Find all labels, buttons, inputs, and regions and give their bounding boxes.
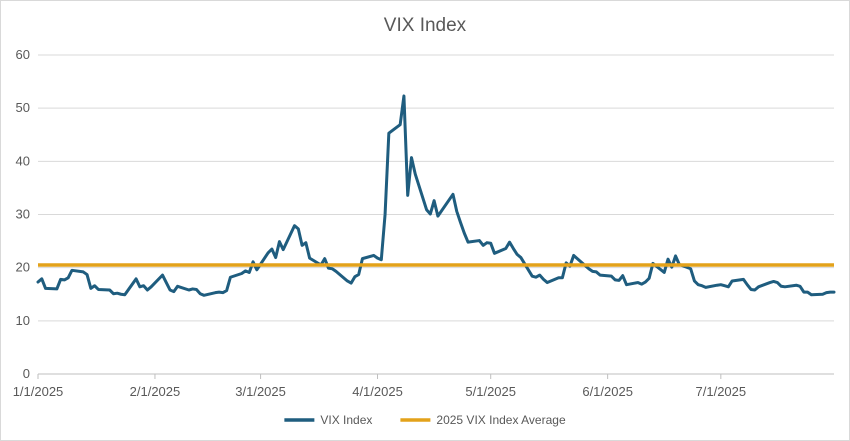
x-tick-label: 5/1/2025 [465,384,516,399]
legend-label: VIX Index [320,413,372,427]
y-tick-label: 60 [16,47,30,62]
legend-label: 2025 VIX Index Average [436,413,566,427]
x-tick-label: 2/1/2025 [130,384,181,399]
y-tick-label: 40 [16,153,30,168]
x-tick-label: 7/1/2025 [696,384,747,399]
y-tick-label: 0 [23,366,30,381]
x-tick-label: 1/1/2025 [13,384,64,399]
vix-series-line [36,94,836,297]
axes: 0 10 20 30 40 50 60 1/1/2025 2/1/2025 3/1/2025 4/1… [13,47,834,399]
chart-title: VIX Index [384,15,467,36]
y-tick-label: 30 [16,207,30,222]
y-tick-label: 20 [16,260,30,275]
plot-series [36,94,836,297]
legend: VIX Index 2025 VIX Index Average [284,413,566,427]
x-tick-label: 4/1/2025 [352,384,403,399]
x-tick-label: 3/1/2025 [235,384,286,399]
y-tick-label: 50 [16,100,30,115]
x-tick-label: 6/1/2025 [582,384,633,399]
y-tick-label: 10 [16,313,30,328]
